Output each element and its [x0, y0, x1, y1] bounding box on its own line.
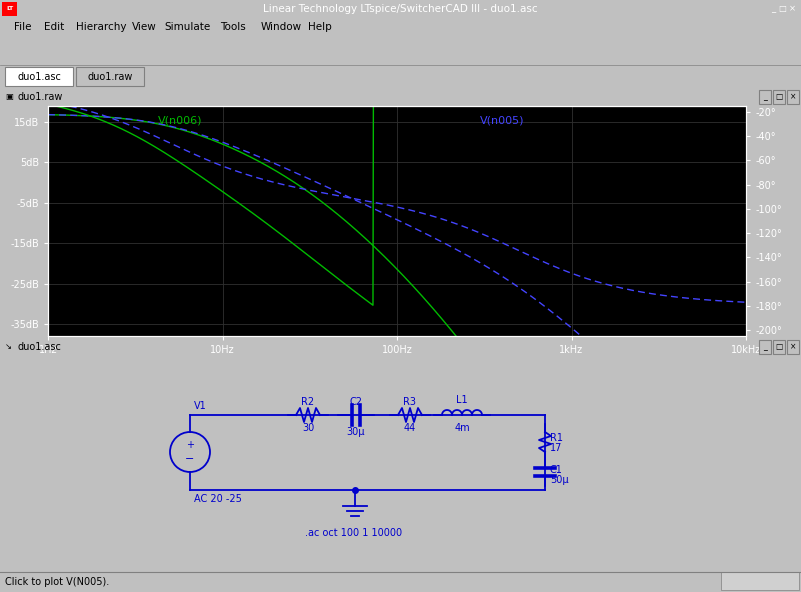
Bar [759, 90, 771, 104]
Text: Linear Technology LTspice/SwitcherCAD III - duo1.asc: Linear Technology LTspice/SwitcherCAD II… [264, 4, 537, 14]
Text: ×: × [789, 5, 795, 14]
Text: duo1.raw: duo1.raw [18, 92, 63, 102]
Text: View: View [132, 22, 157, 32]
Text: .ac oct 100 1 10000: .ac oct 100 1 10000 [305, 528, 402, 538]
Text: 30: 30 [302, 423, 314, 433]
Text: +: + [186, 440, 194, 450]
Text: _: _ [771, 5, 775, 14]
Text: □: □ [775, 343, 783, 352]
Text: Simulate: Simulate [164, 22, 211, 32]
Text: ↘: ↘ [5, 343, 12, 352]
Text: _: _ [763, 92, 767, 101]
Text: □: □ [775, 92, 783, 101]
Text: duo1.asc: duo1.asc [17, 72, 61, 82]
Text: 4m: 4m [454, 423, 470, 433]
Bar [787, 90, 799, 104]
Bar [759, 340, 771, 354]
Bar [721, 572, 799, 590]
Text: Help: Help [308, 22, 332, 32]
Text: −: − [185, 454, 195, 464]
Text: ×: × [790, 92, 796, 101]
Text: Click to plot V(N005).: Click to plot V(N005). [5, 577, 109, 587]
Text: File: File [14, 22, 32, 32]
Bar [76, 67, 144, 86]
Bar [773, 340, 785, 354]
Text: R3: R3 [404, 397, 417, 407]
Text: duo1.raw: duo1.raw [87, 72, 133, 82]
Text: C1: C1 [550, 465, 563, 475]
Text: 30μ: 30μ [347, 427, 365, 437]
Text: R2: R2 [301, 397, 315, 407]
Text: ▣: ▣ [5, 92, 13, 101]
Text: Window: Window [260, 22, 301, 32]
Text: □: □ [779, 5, 787, 14]
Bar [2, 2, 17, 16]
Bar [5, 67, 73, 86]
Text: Tools: Tools [220, 22, 246, 32]
Text: L1: L1 [457, 395, 468, 405]
Text: _: _ [763, 343, 767, 352]
Bar [787, 340, 799, 354]
Text: AC 20 -25: AC 20 -25 [194, 494, 242, 504]
Text: duo1.asc: duo1.asc [18, 342, 62, 352]
Bar [773, 90, 785, 104]
Text: Hierarchy: Hierarchy [76, 22, 127, 32]
Text: C2: C2 [349, 397, 363, 407]
Text: V(n005): V(n005) [480, 115, 524, 125]
Text: LT: LT [6, 7, 13, 11]
Text: ×: × [790, 343, 796, 352]
Text: V(n006): V(n006) [159, 115, 203, 125]
Text: 17: 17 [550, 443, 562, 453]
Text: 50μ: 50μ [550, 475, 569, 485]
Text: 44: 44 [404, 423, 417, 433]
Text: R1: R1 [550, 433, 563, 443]
Text: V1: V1 [194, 401, 207, 411]
Text: Edit: Edit [44, 22, 64, 32]
